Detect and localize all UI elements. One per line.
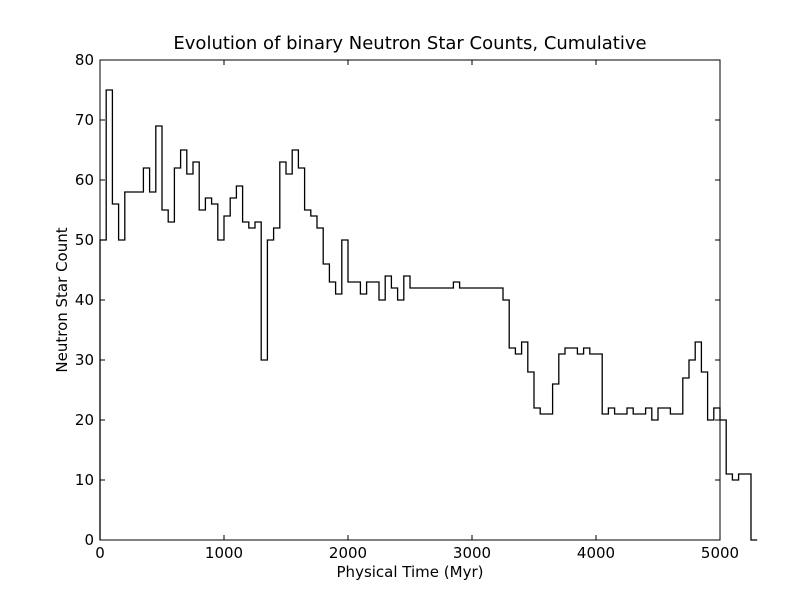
y-axis: 0 10 20 30 40 50 60 70 80 xyxy=(75,51,720,549)
chart-title: Evolution of binary Neutron Star Counts,… xyxy=(173,33,646,54)
x-tick-label: 3000 xyxy=(453,544,491,562)
y-tick-label: 70 xyxy=(75,111,94,129)
x-axis-label: Physical Time (Myr) xyxy=(337,563,484,581)
x-tick-label: 1000 xyxy=(205,544,243,562)
x-tick-label: 0 xyxy=(95,544,105,562)
x-axis: 0 1000 2000 3000 4000 5000 xyxy=(95,60,739,562)
plot-area xyxy=(99,59,758,541)
y-axis-label: Neutron Star Count xyxy=(53,227,71,372)
y-tick-label: 50 xyxy=(75,231,94,249)
x-tick-label: 5000 xyxy=(701,544,739,562)
plot-frame xyxy=(99,59,721,541)
x-tick-label: 4000 xyxy=(577,544,615,562)
y-tick-label: 0 xyxy=(84,531,94,549)
series-line-0 xyxy=(99,89,758,541)
x-tick-label: 2000 xyxy=(329,544,367,562)
y-tick-label: 80 xyxy=(75,51,94,69)
y-tick-label: 10 xyxy=(75,471,94,489)
y-tick-label: 40 xyxy=(75,291,94,309)
y-tick-label: 30 xyxy=(75,351,94,369)
y-tick-label: 60 xyxy=(75,171,94,189)
y-tick-label: 20 xyxy=(75,411,94,429)
